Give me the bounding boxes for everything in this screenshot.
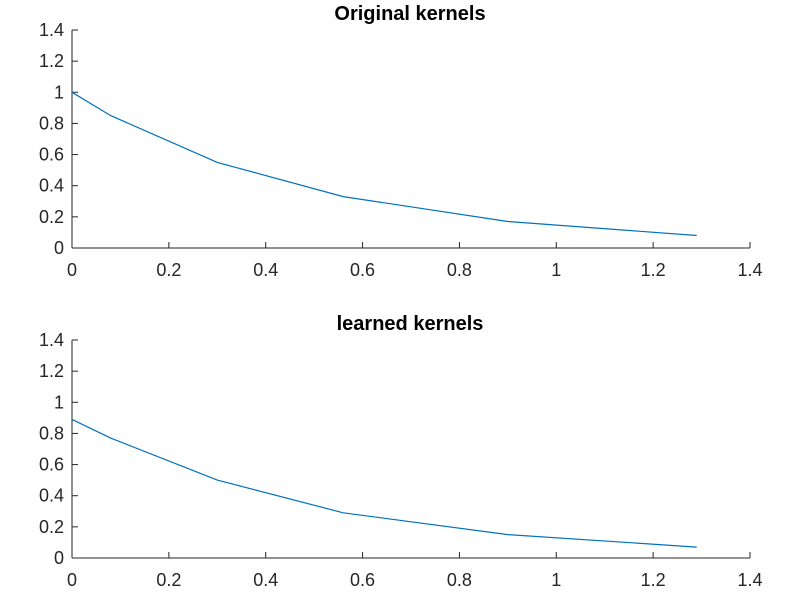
series-line-kernel <box>72 92 697 235</box>
y-tick-label: 0.2 <box>39 517 64 537</box>
y-tick-label: 0.4 <box>39 486 64 506</box>
y-tick-label: 0.2 <box>39 207 64 227</box>
y-tick-label: 0.8 <box>39 423 64 443</box>
x-tick-label: 0.8 <box>447 570 472 590</box>
x-tick-label: 0.6 <box>350 260 375 280</box>
x-tick-label: 0.2 <box>156 570 181 590</box>
y-tick-label: 1 <box>54 392 64 412</box>
chart-title: Original kernels <box>334 3 485 25</box>
y-tick-label: 1 <box>54 82 64 102</box>
y-tick-label: 0.6 <box>39 145 64 165</box>
y-tick-label: 0 <box>54 548 64 568</box>
x-tick-label: 1 <box>551 260 561 280</box>
y-tick-label: 1.4 <box>39 330 64 350</box>
y-tick-label: 1.4 <box>39 20 64 40</box>
x-tick-label: 1.4 <box>737 570 762 590</box>
x-tick-label: 1 <box>551 570 561 590</box>
x-tick-label: 1.2 <box>641 570 666 590</box>
y-tick-label: 0.6 <box>39 455 64 475</box>
chart-title: learned kernels <box>337 313 484 335</box>
y-tick-label: 0.4 <box>39 176 64 196</box>
subplot-learned-kernels: learned kernels 0 0.2 0.4 0.6 0.8 1 1.2 1.4 0 0.2… <box>39 313 763 590</box>
y-tick-label: 0 <box>54 238 64 258</box>
y-tick-label: 1.2 <box>39 361 64 381</box>
x-tick-label: 1.4 <box>737 260 762 280</box>
y-tick-label: 1.2 <box>39 51 64 71</box>
x-tick-label: 0.6 <box>350 570 375 590</box>
x-tick-label: 0.4 <box>253 570 278 590</box>
x-tick-label: 0 <box>67 260 77 280</box>
x-tick-label: 0.2 <box>156 260 181 280</box>
subplot-original-kernels: Original kernels 0 0.2 0.4 0.6 0.8 1 1.2 1.4 0 0.… <box>39 3 763 280</box>
series-line-kernel <box>72 419 697 547</box>
x-tick-label: 0.8 <box>447 260 472 280</box>
x-tick-label: 1.2 <box>641 260 666 280</box>
x-tick-label: 0 <box>67 570 77 590</box>
x-tick-label: 0.4 <box>253 260 278 280</box>
y-tick-label: 0.8 <box>39 113 64 133</box>
